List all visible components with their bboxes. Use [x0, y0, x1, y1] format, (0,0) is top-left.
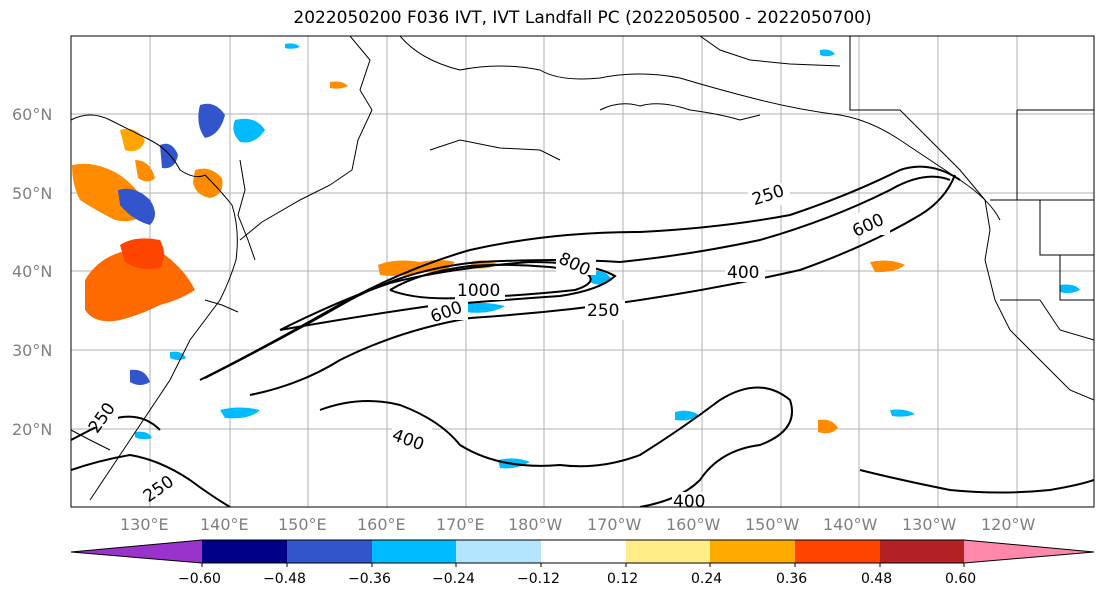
colorbar-extend-right — [964, 540, 1094, 563]
colorbar-tick-label: −0.12 — [517, 571, 560, 587]
colorbar-segment — [372, 540, 456, 563]
ivt-contours — [71, 165, 1094, 507]
map-panel: 250 600 400 800 1000 600 250 250 250 400 — [70, 35, 1095, 512]
lon-label: 160°E — [357, 515, 406, 534]
lon-label: 130°W — [902, 515, 957, 534]
lat-label: 50°N — [12, 184, 52, 203]
lon-label: 150°W — [745, 515, 800, 534]
latitude-labels: 60°N 50°N 40°N 30°N 20°N — [12, 105, 52, 439]
lon-label: 130°E — [120, 515, 169, 534]
colorbar-segment — [710, 540, 795, 563]
colorbar-segment — [541, 540, 626, 563]
colorbar-segment — [287, 540, 372, 563]
colorbar-tick-label: 0.36 — [776, 571, 807, 587]
map-title: 2022050200 F036 IVT, IVT Landfall PC (20… — [293, 8, 872, 28]
lon-label: 180°W — [508, 515, 563, 534]
colorbar-tick-label: 0.12 — [607, 571, 638, 587]
colorbar-segment — [202, 540, 287, 563]
colorbar-segment — [456, 540, 541, 563]
colorbar-segment — [626, 540, 710, 563]
colorbar-segment — [880, 540, 964, 563]
coastlines — [71, 36, 1094, 501]
lon-label: 140°W — [823, 515, 878, 534]
colorbar-tick-label: 0.48 — [861, 571, 892, 587]
lon-label: 170°W — [587, 515, 642, 534]
colorbar-tick-label: −0.48 — [263, 571, 306, 587]
colorbar-tick-label: 0.60 — [945, 571, 976, 587]
lat-label: 40°N — [12, 262, 52, 281]
colorbar-tick-label: −0.36 — [348, 571, 391, 587]
colorbar-extend-left — [71, 540, 202, 563]
colorbar: −0.60 −0.48 −0.36 −0.24 −0.12 0.12 0.24 … — [70, 539, 1095, 587]
lon-label: 140°E — [200, 515, 249, 534]
contour-label: 1000 — [457, 281, 500, 301]
lat-label: 60°N — [12, 105, 52, 124]
lon-label: 160°W — [666, 515, 721, 534]
lon-label: 150°E — [278, 515, 327, 534]
lon-label: 120°W — [981, 515, 1036, 534]
lon-label: 170°E — [436, 515, 485, 534]
colorbar-segment — [795, 540, 880, 563]
colorbar-tick-label: −0.24 — [432, 571, 475, 587]
longitude-labels: 130°E 140°E 150°E 160°E 170°E 180°W 170°… — [120, 515, 1036, 534]
lat-label: 20°N — [12, 420, 52, 439]
colorbar-tick-label: −0.60 — [178, 571, 221, 587]
contour-label: 400 — [673, 492, 705, 512]
colorbar-tick-label: 0.24 — [691, 571, 722, 587]
contour-label: 400 — [727, 263, 759, 283]
contour-label: 250 — [587, 301, 619, 321]
lat-label: 30°N — [12, 341, 52, 360]
